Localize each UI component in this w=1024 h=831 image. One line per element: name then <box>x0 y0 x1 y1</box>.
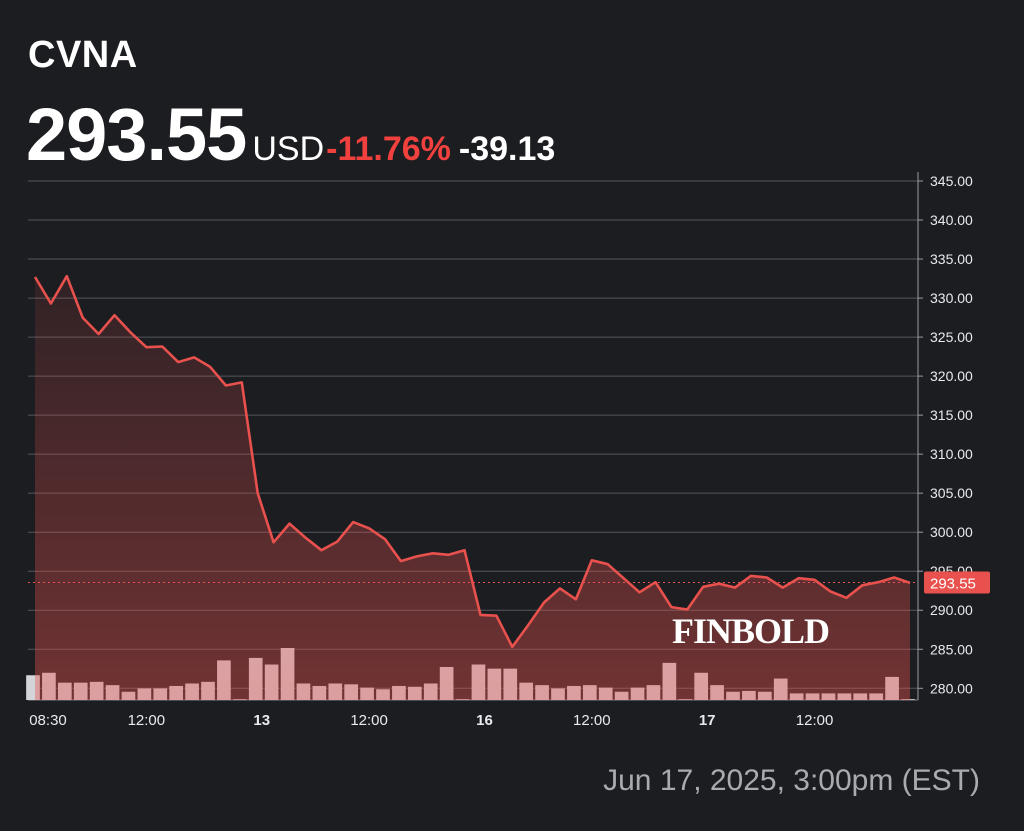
ticker-symbol: CVNA <box>28 34 138 76</box>
y-tick-label: 345.00 <box>930 173 973 189</box>
y-tick-label: 290.00 <box>930 602 973 618</box>
currency-label: USD <box>252 130 325 168</box>
x-tick-label: 12:00 <box>573 712 611 729</box>
x-tick-label: 08:30 <box>29 712 67 729</box>
y-tick-label: 280.00 <box>930 680 973 696</box>
x-tick-label: 17 <box>699 712 716 729</box>
price-area <box>35 276 910 700</box>
y-tick-label: 325.00 <box>930 329 973 345</box>
y-tick-label: 315.00 <box>930 407 973 423</box>
y-tick-label: 340.00 <box>930 212 973 228</box>
x-tick-label: 16 <box>476 712 493 729</box>
x-tick-label: 12:00 <box>796 712 834 729</box>
x-tick-label: 12:00 <box>128 712 166 729</box>
change-value: -39.13 <box>458 130 556 168</box>
current-price: 293.55 <box>26 93 247 176</box>
price-row: 293.55 USD -11.76% -39.13 <box>26 92 555 177</box>
timestamp: Jun 17, 2025, 3:00pm (EST) <box>603 764 980 797</box>
last-price-tag <box>924 571 990 594</box>
y-tick-label: 285.00 <box>930 641 973 657</box>
y-tick-label: 320.00 <box>930 368 973 384</box>
y-tick-label: 305.00 <box>930 485 973 501</box>
last-price-tag-label: 293.55 <box>930 576 976 593</box>
y-tick-label: 335.00 <box>930 251 973 267</box>
x-tick-label: 13 <box>253 712 270 729</box>
finbold-watermark: FINBOLD <box>672 611 829 651</box>
y-tick-label: 300.00 <box>930 524 973 540</box>
change-percent: -11.76% <box>326 130 451 168</box>
price-line <box>33 274 911 649</box>
x-tick-label: 12:00 <box>350 712 388 729</box>
y-tick-label: 330.00 <box>930 290 973 306</box>
y-tick-label: 310.00 <box>930 446 973 462</box>
